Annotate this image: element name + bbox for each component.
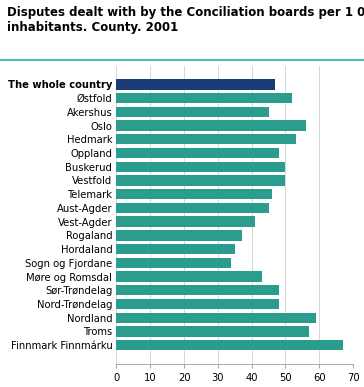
- Bar: [116, 175, 285, 186]
- Bar: [116, 216, 255, 227]
- Bar: [116, 134, 296, 144]
- Bar: [116, 162, 285, 172]
- Bar: [116, 107, 269, 117]
- Bar: [116, 203, 269, 213]
- Bar: [116, 313, 316, 323]
- Bar: [116, 230, 242, 240]
- Bar: [116, 340, 343, 350]
- Bar: [116, 120, 306, 131]
- Bar: [116, 326, 309, 337]
- Bar: [116, 189, 272, 199]
- Bar: [116, 299, 279, 309]
- Text: Disputes dealt with by the Conciliation boards per 1 000
inhabitants. County. 20: Disputes dealt with by the Conciliation …: [7, 6, 364, 34]
- Bar: [116, 79, 275, 90]
- Bar: [116, 271, 262, 282]
- Bar: [116, 148, 279, 158]
- Bar: [116, 258, 232, 268]
- Bar: [116, 244, 235, 254]
- Bar: [116, 93, 292, 103]
- Bar: [116, 285, 279, 295]
